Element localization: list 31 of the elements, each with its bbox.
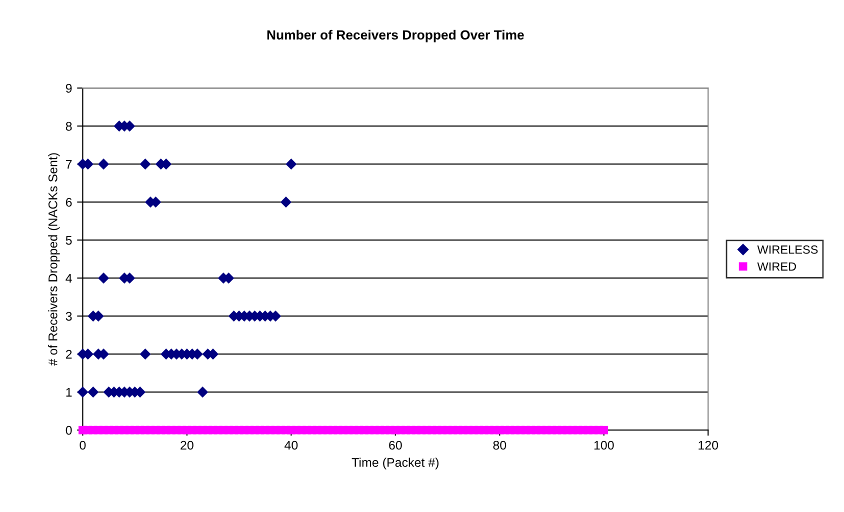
point [88, 386, 99, 398]
y-tick-label: 4 [66, 274, 72, 283]
x-tick-label: 100 [594, 440, 614, 450]
y-tick-label: 6 [66, 198, 72, 207]
point [140, 158, 151, 170]
y-tick-label: 3 [66, 312, 72, 321]
point [77, 386, 88, 398]
point [98, 158, 110, 170]
x-tick-label: 120 [698, 440, 718, 450]
chart-title: Number of Receivers Dropped Over Time [267, 30, 524, 42]
x-tick-label: 0 [80, 440, 86, 450]
x-tick-label: 40 [284, 440, 298, 450]
y-tick-label: 9 [66, 84, 72, 93]
y-tick-label: 0 [66, 426, 72, 435]
point [197, 386, 208, 398]
y-tick-label: 5 [66, 236, 72, 245]
x-axis-title: Time (Packet #) [352, 458, 439, 470]
y-tick-label: 1 [66, 388, 72, 397]
x-tick-label: 80 [493, 440, 506, 450]
point [140, 348, 151, 360]
point [98, 272, 110, 284]
legend-label: WIRELESS [757, 245, 818, 254]
point [280, 196, 292, 208]
legend-label: WIRED [757, 262, 796, 271]
point [286, 158, 297, 170]
x-tick-label: 60 [389, 440, 402, 450]
y-axis-title: # of Receivers Dropped (NACKs Sent) [48, 153, 60, 366]
y-tick-label: 8 [66, 122, 72, 131]
x-tick-label: 20 [180, 440, 194, 450]
y-tick-label: 7 [66, 160, 72, 169]
y-tick-label: 2 [66, 350, 72, 359]
